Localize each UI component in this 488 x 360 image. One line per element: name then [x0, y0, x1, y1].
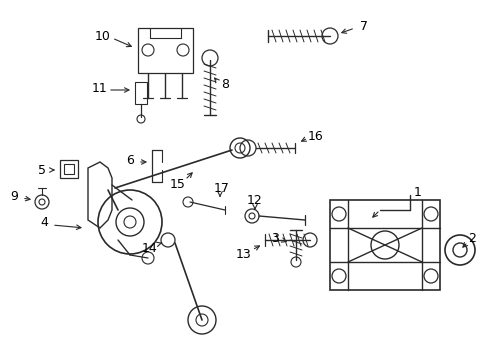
Text: 14: 14: [142, 242, 158, 255]
Text: 10: 10: [95, 30, 111, 42]
Text: 7: 7: [359, 19, 367, 32]
Text: 17: 17: [214, 181, 229, 194]
Bar: [60, 160, 78, 178]
Bar: [329, 200, 439, 290]
Text: 6: 6: [126, 153, 134, 166]
Text: 13: 13: [236, 248, 251, 261]
Text: 4: 4: [40, 216, 48, 230]
Text: 9: 9: [10, 189, 18, 202]
Text: 15: 15: [170, 179, 185, 192]
Text: 16: 16: [307, 130, 323, 143]
Text: 5: 5: [38, 163, 46, 176]
Text: 12: 12: [246, 194, 263, 207]
Bar: [64, 164, 74, 174]
Text: 1: 1: [413, 185, 421, 198]
Text: 8: 8: [221, 78, 228, 91]
Bar: [135, 82, 147, 104]
Text: 11: 11: [92, 81, 108, 94]
Text: 3: 3: [270, 231, 278, 244]
Text: 2: 2: [467, 231, 475, 244]
Bar: [138, 28, 193, 73]
